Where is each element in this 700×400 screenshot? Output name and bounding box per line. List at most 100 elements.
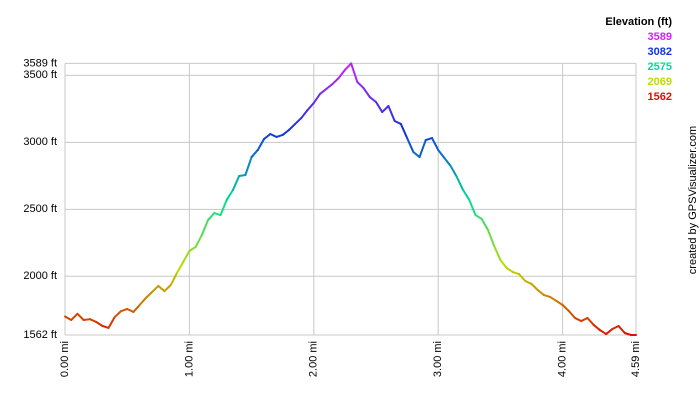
elevation-segment (393, 120, 402, 125)
elevation-segment (126, 308, 135, 313)
elevation-segment (443, 156, 452, 168)
elevation-segment (281, 128, 290, 136)
elevation-segment (300, 109, 309, 119)
elevation-segment (244, 156, 253, 177)
elevation-segment (480, 217, 489, 231)
elevation-segment (88, 318, 98, 323)
elevation-segment (182, 249, 191, 263)
elevation-segment (623, 331, 633, 336)
x-tick-label: 2.00 mi (308, 341, 320, 377)
elevation-segment (580, 316, 589, 323)
legend-entry: 2069 (648, 76, 672, 88)
y-tick-label: 1562 ft (23, 329, 57, 341)
elevation-segment (151, 284, 160, 293)
elevation-segment (306, 101, 315, 112)
elevation-segment (375, 100, 384, 114)
elevation-segment (319, 87, 328, 95)
y-tick-label: 3500 ft (23, 69, 57, 81)
elevation-segment (250, 148, 259, 159)
elevation-segment (406, 137, 415, 153)
x-tick-label: 4.59 mi (630, 341, 642, 377)
elevation-segment (101, 324, 110, 329)
credit: created by GPSVisualizer.com (687, 126, 699, 274)
elevation-segment (194, 234, 203, 248)
elevation-segment (555, 299, 564, 306)
elevation-segment (412, 150, 421, 159)
elevation-segment (275, 133, 284, 138)
elevation-segment (132, 303, 141, 313)
elevation-segment (294, 116, 303, 125)
elevation-segment (113, 310, 122, 319)
elevation-segment (499, 258, 508, 270)
elevation-segment (437, 148, 446, 159)
elevation-segment (418, 139, 427, 159)
x-tick-label: 0.00 mi (59, 341, 71, 377)
elevation-segment (207, 212, 216, 222)
elevation-segment (188, 245, 197, 252)
y-tick-label: 2500 ft (23, 203, 57, 215)
elevation-segment (157, 284, 166, 293)
elevation-segment (486, 228, 496, 248)
elevation-segment (530, 282, 539, 291)
elevation-segment (561, 303, 570, 313)
elevation-segment (95, 320, 104, 327)
elevation-segment (163, 284, 172, 293)
elevation-segment (64, 315, 73, 321)
elevation-segment (449, 165, 458, 179)
elevation-segment (605, 327, 614, 336)
elevation-segment (219, 198, 228, 217)
elevation-segment (586, 316, 595, 326)
elevation-segment (107, 316, 116, 329)
elevation-segment (169, 271, 178, 287)
elevation-segment (468, 198, 477, 217)
elevation-segment (611, 325, 620, 330)
elevation-segment (256, 137, 266, 151)
elevation-segment (518, 273, 527, 283)
elevation-segment (505, 267, 514, 274)
elevation-segment (82, 318, 91, 321)
elevation-segment (343, 62, 353, 71)
elevation-segment (144, 290, 154, 300)
elevation-segment (238, 174, 247, 177)
elevation-segment (598, 329, 608, 336)
elevation-segment (424, 137, 433, 142)
elevation-segment (549, 295, 558, 302)
legend-entry: 2575 (648, 61, 672, 73)
legend-entry: 3589 (648, 31, 672, 43)
elevation-segment (524, 280, 533, 285)
elevation-segment (263, 133, 272, 140)
elevation-segment (200, 219, 210, 237)
elevation-segment (455, 176, 465, 192)
y-tick-label: 2000 ft (23, 270, 57, 282)
elevation-segment (269, 133, 278, 138)
elevation-segment (462, 189, 471, 201)
legend-entry: 1562 (648, 91, 672, 103)
elevation-segment (511, 271, 521, 276)
elevation-segment (368, 96, 378, 103)
elevation-segment (574, 316, 583, 323)
elevation-segment (356, 81, 365, 90)
elevation-segment (536, 288, 545, 297)
elevation-segment (76, 312, 85, 321)
y-tick-label: 3589 ft (23, 57, 57, 69)
elevation-segment (399, 122, 409, 140)
elevation-segment (225, 189, 234, 201)
x-tick-label: 4.00 mi (557, 341, 569, 377)
elevation-segment (542, 294, 552, 298)
elevation-segment (175, 260, 185, 274)
y-tick-label: 3000 ft (23, 136, 57, 148)
elevation-segment (474, 214, 483, 220)
elevation-segment (381, 105, 390, 114)
elevation-segment (119, 308, 129, 313)
legend-title: Elevation (ft) (605, 16, 672, 28)
elevation-segment (362, 87, 371, 99)
x-tick-label: 3.00 mi (432, 341, 444, 377)
elevation-segment (567, 310, 577, 319)
elevation-segment (312, 92, 322, 104)
elevation-segment (231, 174, 241, 192)
elevation-segment (350, 62, 359, 84)
elevation-segment (493, 245, 502, 261)
elevation-segment (138, 297, 147, 306)
elevation-segment (287, 122, 297, 131)
